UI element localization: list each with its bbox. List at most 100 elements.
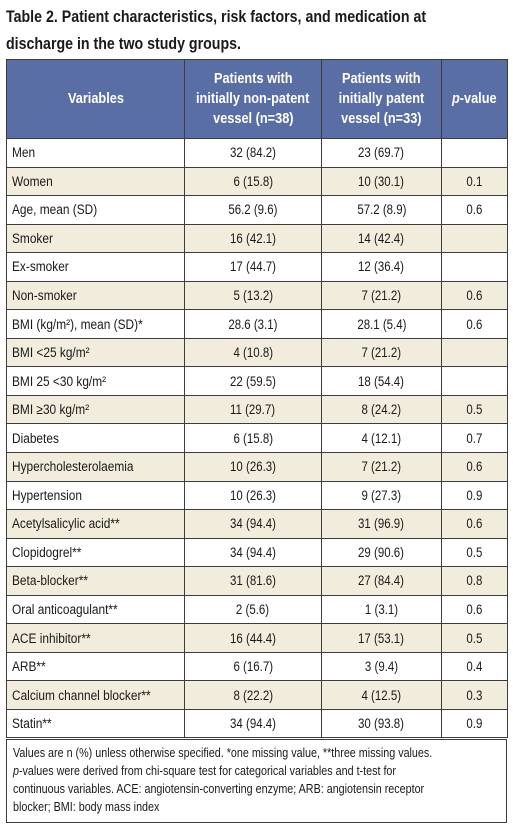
cell-non-patent: 16 (44.4) <box>184 623 322 653</box>
cell-non-patent: 8 (22.2) <box>184 680 322 710</box>
cell-patent: 4 (12.5) <box>321 680 442 710</box>
header-variables: Variables <box>6 59 185 139</box>
table-row: Men 32 (84.2) 23 (69.7) <box>6 138 508 168</box>
table-row: BMI 25 <30 kg/m² 22 (59.5) 18 (54.4) <box>6 366 508 396</box>
cell-non-patent: 4 (10.8) <box>184 337 322 368</box>
cell-variable: ARB** <box>6 651 185 682</box>
cell-non-patent: 5 (13.2) <box>184 280 322 311</box>
table-row: Women 6 (15.8) 10 (30.1) 0.1 <box>6 166 508 197</box>
cell-patent: 57.2 (8.9) <box>321 195 442 225</box>
cell-p-value: 0.9 <box>441 708 508 739</box>
cell-variable: Calcium channel blocker** <box>6 680 185 710</box>
cell-patent: 3 (9.4) <box>321 651 442 682</box>
table-row: Calcium channel blocker** 8 (22.2) 4 (12.5… <box>6 680 508 710</box>
header-p-value: p-value <box>441 59 508 139</box>
cell-non-patent: 34 (94.4) <box>184 537 322 568</box>
cell-patent: 7 (21.2) <box>321 452 442 482</box>
table-body: Men 32 (84.2) 23 (69.7) Women 6 (15.8) 10 (30… <box>6 138 508 739</box>
cell-patent: 8 (24.2) <box>321 394 442 425</box>
cell-non-patent: 10 (26.3) <box>184 452 322 482</box>
cell-variable: ACE inhibitor** <box>6 623 185 653</box>
cell-patent: 7 (21.2) <box>321 280 442 311</box>
table-caption: Table 2. Patient characteristics, risk f… <box>6 4 436 58</box>
table-row: Acetylsalicylic acid** 34 (94.4) 31 (96.9)… <box>6 509 508 539</box>
cell-p-value: 0.6 <box>441 509 508 539</box>
cell-variable: BMI ≥30 kg/m² <box>6 394 185 425</box>
cell-variable: Smoker <box>6 223 185 254</box>
cell-variable: BMI 25 <30 kg/m² <box>6 366 185 396</box>
cell-patent: 1 (3.1) <box>321 594 442 625</box>
cell-variable: Non-smoker <box>6 280 185 311</box>
cell-patent: 7 (21.2) <box>321 337 442 368</box>
cell-p-value: 0.3 <box>441 680 508 710</box>
header-non-patent-group: Patients with initially non-patent vesse… <box>184 59 322 139</box>
cell-non-patent: 6 (15.8) <box>184 423 322 454</box>
cell-non-patent: 6 (16.7) <box>184 651 322 682</box>
table-row: BMI ≥30 kg/m² 11 (29.7) 8 (24.2) 0.5 <box>6 394 508 425</box>
cell-p-value: 0.4 <box>441 651 508 682</box>
cell-variable: Hypertension <box>6 480 185 511</box>
cell-variable: Women <box>6 166 185 197</box>
cell-p-value <box>441 366 508 396</box>
table-row: Oral anticoagulant** 2 (5.6) 1 (3.1) 0.6 <box>6 594 508 625</box>
cell-p-value <box>441 138 508 168</box>
table-row: Clopidogrel** 34 (94.4) 29 (90.6) 0.5 <box>6 537 508 568</box>
cell-non-patent: 31 (81.6) <box>184 566 322 596</box>
table-row: Ex-smoker 17 (44.7) 12 (36.4) <box>6 252 508 282</box>
cell-patent: 4 (12.1) <box>321 423 442 454</box>
table-row: BMI <25 kg/m² 4 (10.8) 7 (21.2) <box>6 337 508 368</box>
cell-p-value: 0.7 <box>441 423 508 454</box>
cell-non-patent: 34 (94.4) <box>184 708 322 739</box>
cell-p-value: 0.5 <box>441 394 508 425</box>
cell-p-value: 0.5 <box>441 623 508 653</box>
cell-variable: Acetylsalicylic acid** <box>6 509 185 539</box>
cell-patent: 18 (54.4) <box>321 366 442 396</box>
table-row: BMI (kg/m²), mean (SD)* 28.6 (3.1) 28.1 (5… <box>6 309 508 339</box>
cell-variable: Statin** <box>6 708 185 739</box>
cell-patent: 29 (90.6) <box>321 537 442 568</box>
cell-patent: 28.1 (5.4) <box>321 309 442 339</box>
cell-non-patent: 56.2 (9.6) <box>184 195 322 225</box>
cell-p-value: 0.1 <box>441 166 508 197</box>
cell-variable: Hypercholesterolaemia <box>6 452 185 482</box>
table-row: ACE inhibitor** 16 (44.4) 17 (53.1) 0.5 <box>6 623 508 653</box>
footnote-line-3: continuous variables. ACE: angiotensin-c… <box>13 782 425 796</box>
cell-variable: BMI <25 kg/m² <box>6 337 185 368</box>
footnote-line-1: Values are n (%) unless otherwise specif… <box>13 746 433 760</box>
cell-patent: 10 (30.1) <box>321 166 442 197</box>
cell-p-value: 0.6 <box>441 452 508 482</box>
header-patent-group: Patients with initially patent vessel (n… <box>321 59 442 139</box>
cell-non-patent: 28.6 (3.1) <box>184 309 322 339</box>
cell-patent: 30 (93.8) <box>321 708 442 739</box>
cell-patent: 14 (42.4) <box>321 223 442 254</box>
table-row: ARB** 6 (16.7) 3 (9.4) 0.4 <box>6 651 508 682</box>
cell-non-patent: 32 (84.2) <box>184 138 322 168</box>
cell-patent: 9 (27.3) <box>321 480 442 511</box>
table-row: Smoker 16 (42.1) 14 (42.4) <box>6 223 508 254</box>
table-row: Diabetes 6 (15.8) 4 (12.1) 0.7 <box>6 423 508 454</box>
cell-non-patent: 16 (42.1) <box>184 223 322 254</box>
table-header-row: Variables Patients with initially non-pa… <box>6 59 508 139</box>
table-row: Hypercholesterolaemia 10 (26.3) 7 (21.2) 0.… <box>6 452 508 482</box>
cell-p-value <box>441 252 508 282</box>
table-row: Non-smoker 5 (13.2) 7 (21.2) 0.6 <box>6 280 508 311</box>
cell-p-value: 0.6 <box>441 280 508 311</box>
cell-variable: Men <box>6 138 185 168</box>
cell-p-value <box>441 337 508 368</box>
cell-variable: BMI (kg/m²), mean (SD)* <box>6 309 185 339</box>
footnote-line-2: p-values were derived from chi-square te… <box>13 764 396 778</box>
table-row: Age, mean (SD) 56.2 (9.6) 57.2 (8.9) 0.6 <box>6 195 508 225</box>
caption-line-2: discharge in the two study groups. <box>6 35 241 53</box>
cell-variable: Ex-smoker <box>6 252 185 282</box>
table-footnote: Values are n (%) unless otherwise specif… <box>6 739 507 823</box>
cell-non-patent: 17 (44.7) <box>184 252 322 282</box>
cell-non-patent: 2 (5.6) <box>184 594 322 625</box>
cell-variable: Oral anticoagulant** <box>6 594 185 625</box>
cell-p-value: 0.6 <box>441 594 508 625</box>
cell-variable: Beta-blocker** <box>6 566 185 596</box>
cell-variable: Diabetes <box>6 423 185 454</box>
cell-variable: Age, mean (SD) <box>6 195 185 225</box>
cell-non-patent: 34 (94.4) <box>184 509 322 539</box>
cell-p-value <box>441 223 508 254</box>
